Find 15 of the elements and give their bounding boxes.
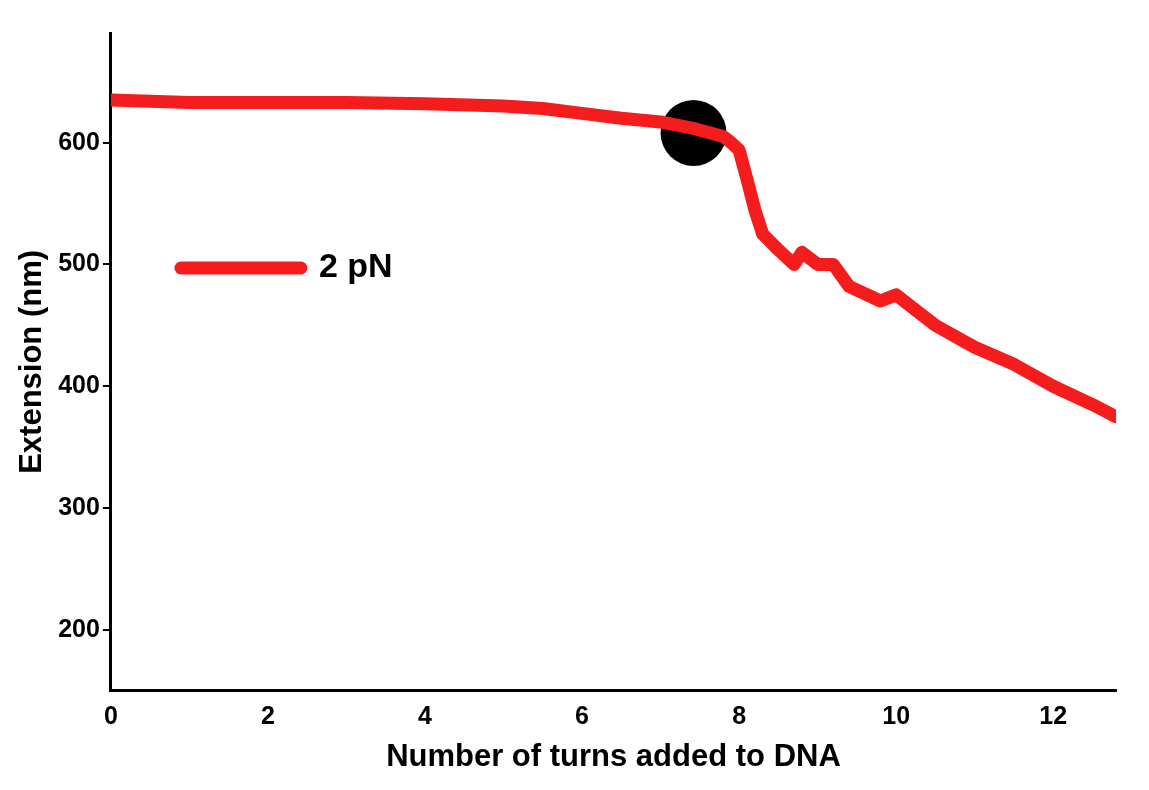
y-tick-label: 200 bbox=[58, 613, 100, 642]
x-tick-label: 0 bbox=[103, 700, 118, 729]
x-tick-label: 6 bbox=[575, 700, 589, 729]
x-axis-title: Number of turns added to DNA bbox=[386, 737, 841, 773]
y-tick-label: 500 bbox=[58, 248, 100, 277]
x-tick-label: 8 bbox=[732, 700, 747, 729]
y-tick-label: 600 bbox=[58, 126, 100, 155]
x-tick-label: 2 bbox=[261, 700, 275, 729]
x-tick-label: 12 bbox=[1039, 700, 1068, 729]
y-tick-label: 400 bbox=[58, 370, 100, 399]
y-axis-title: Extension (nm) bbox=[13, 249, 49, 474]
x-tick-label: 10 bbox=[882, 700, 911, 729]
legend-label: 2 pN bbox=[318, 246, 393, 285]
x-tick-label: 4 bbox=[418, 700, 433, 729]
y-tick-label: 300 bbox=[58, 491, 100, 520]
